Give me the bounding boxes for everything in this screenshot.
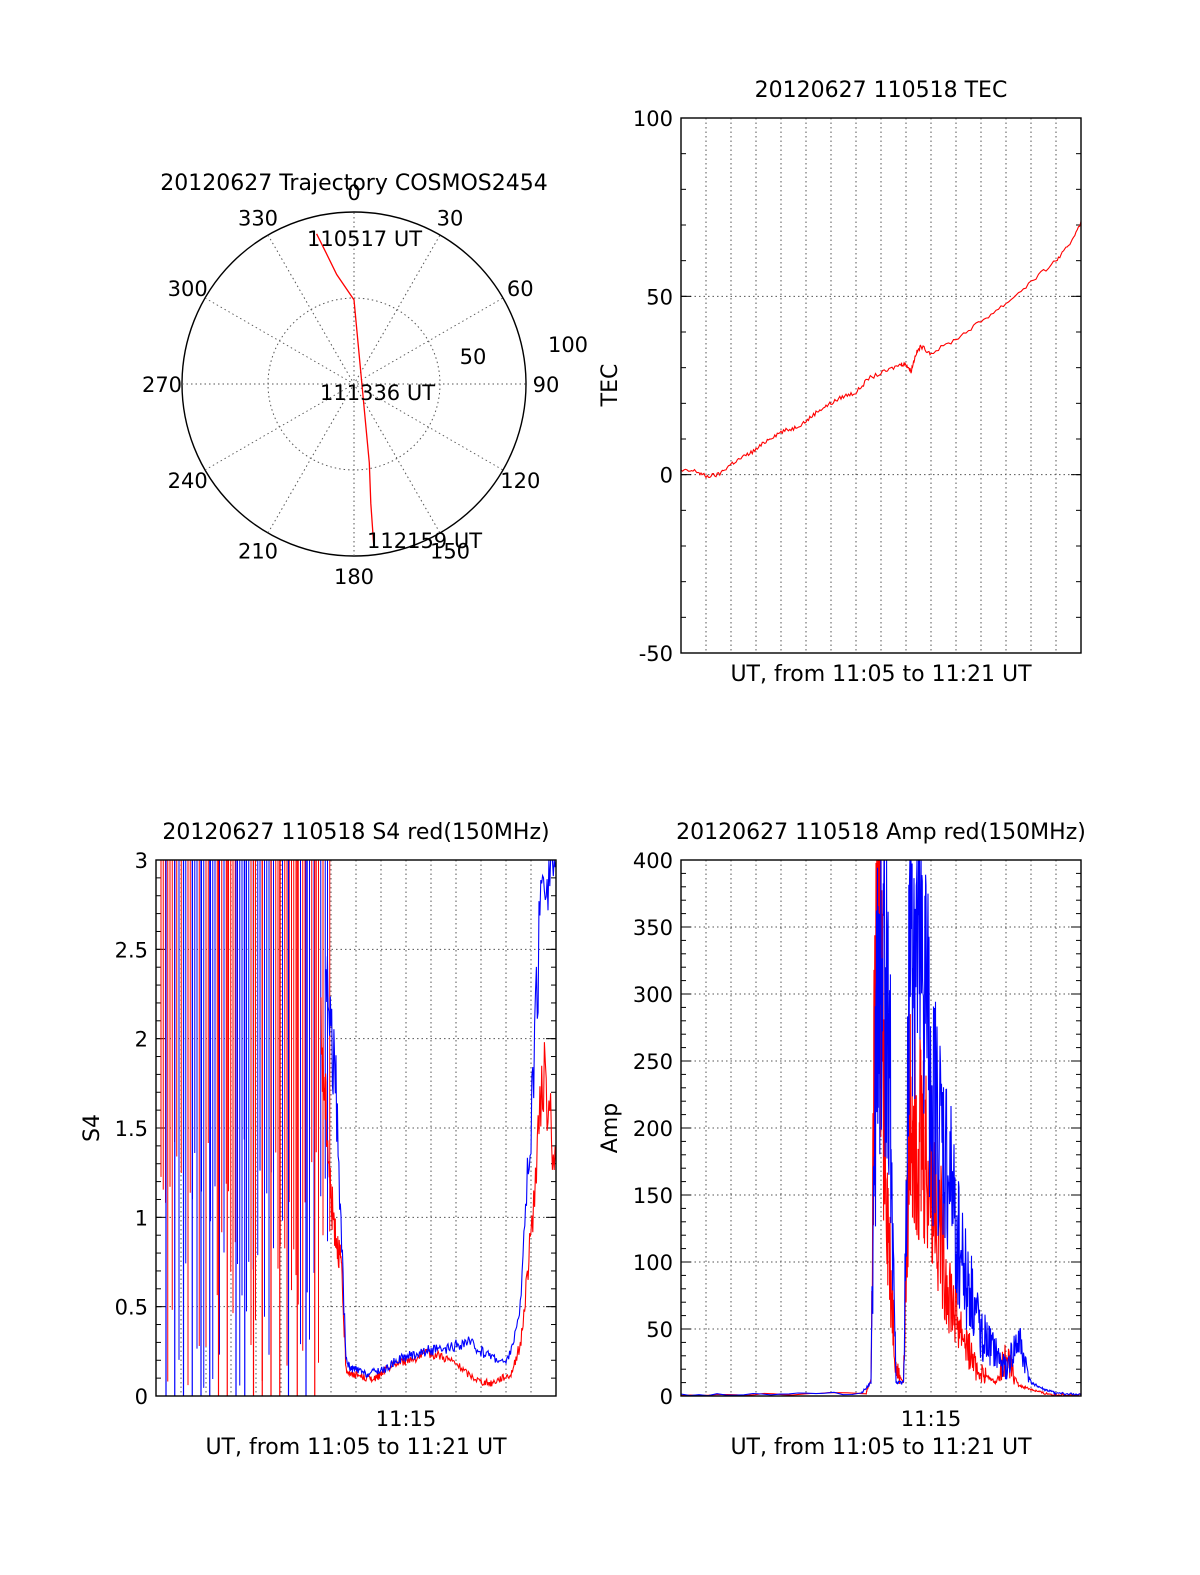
amp-y-ticks: 400 350 300 250 200 150 100 50 0 [633, 849, 1081, 1409]
amp-plot-frame [680, 859, 1082, 1397]
y-tick-label: 300 [633, 983, 673, 1007]
amp-y-label: Amp [598, 1103, 623, 1153]
blue-series-line [325, 859, 557, 1379]
red-series-line [680, 221, 1082, 479]
polar-angle-label: 270 [142, 373, 182, 397]
y-tick-label: 100 [633, 1251, 673, 1275]
polar-angle-label: 30 [437, 207, 464, 231]
s4-series [320, 859, 557, 1388]
blue-series-line [680, 859, 1082, 1397]
s4-burst-lines [160, 860, 331, 1396]
s4-x-label: UT, from 11:05 to 11:21 UT [205, 1435, 507, 1460]
polar-title: 20120627 Trajectory COSMOS2454 [160, 171, 547, 196]
polar-angle-label: 90 [533, 373, 560, 397]
polar-angle-labels: 0 30 60 90 120 150 180 210 240 270 300 330 [142, 181, 559, 589]
y-tick-label: 50 [646, 1318, 673, 1342]
y-tick-label: 1 [135, 1206, 148, 1230]
trajectory-line [316, 233, 375, 544]
polar-angle-label: 120 [500, 469, 540, 493]
tec-plot-frame [680, 117, 1082, 654]
y-tick-label: 350 [633, 916, 673, 940]
amp-title: 20120627 110518 Amp red(150MHz) [676, 820, 1086, 845]
polar-radial-label-50: 50 [460, 345, 487, 369]
amp-grid [681, 860, 1081, 1396]
s4-panel: 20120627 110518 S4 red(150MHz) 3 2.5 2 1.5 1… [80, 820, 557, 1460]
track-middle-label: 111336 UT [320, 381, 435, 405]
polar-angle-label: 300 [168, 277, 208, 301]
tec-series [680, 221, 1082, 479]
y-tick-label: 50 [646, 285, 673, 309]
track-end-label: 112159 UT [367, 529, 482, 553]
polar-angle-label: 240 [168, 469, 208, 493]
y-tick-label: 0 [660, 1385, 673, 1409]
y-tick-label: 150 [633, 1184, 673, 1208]
s4-title: 20120627 110518 S4 red(150MHz) [162, 820, 549, 845]
s4-plot-frame [155, 859, 557, 1397]
amp-series [680, 859, 1082, 1397]
polar-angle-label: 330 [238, 207, 278, 231]
amp-panel: 20120627 110518 Amp red(150MHz) 400 350 30… [598, 820, 1086, 1460]
tec-title: 20120627 110518 TEC [755, 78, 1008, 103]
s4-x-tick-1115: 11:15 [376, 1407, 437, 1431]
y-tick-label: 3 [135, 849, 148, 873]
polar-angle-label: 180 [334, 565, 374, 589]
polar-angle-label: 0 [347, 181, 360, 205]
y-tick-label: 100 [633, 107, 673, 131]
amp-x-label: UT, from 11:05 to 11:21 UT [730, 1435, 1032, 1460]
polar-trajectory-panel: 20120627 Trajectory COSMOS2454 0 30 60 90 12… [142, 171, 588, 589]
track-start-label: 110517 UT [307, 227, 422, 251]
tec-panel: 20120627 110518 TEC 100 50 0 -50 TEC UT, fr… [598, 78, 1082, 687]
polar-spokes [182, 212, 526, 556]
y-tick-label: 2 [135, 1028, 148, 1052]
polar-angle-label: 210 [238, 539, 278, 563]
y-tick-label: 250 [633, 1050, 673, 1074]
y-tick-label: 0.5 [115, 1296, 148, 1320]
y-tick-label: -50 [639, 642, 673, 666]
y-tick-label: 1.5 [115, 1117, 148, 1141]
y-tick-label: 0 [135, 1385, 148, 1409]
amp-x-tick-1115: 11:15 [901, 1407, 962, 1431]
polar-spoke [267, 234, 441, 534]
y-tick-label: 0 [660, 464, 673, 488]
tec-x-label: UT, from 11:05 to 11:21 UT [730, 662, 1032, 687]
tec-y-ticks: 100 50 0 -50 [633, 107, 1081, 666]
s4-grid [156, 860, 556, 1396]
y-tick-label: 2.5 [115, 938, 148, 962]
y-tick-label: 400 [633, 849, 673, 873]
polar-angle-label: 60 [507, 277, 534, 301]
s4-y-label: S4 [80, 1114, 105, 1142]
y-tick-label: 200 [633, 1117, 673, 1141]
polar-angle-label: 150 [430, 539, 470, 563]
polar-radial-label-100: 100 [548, 333, 588, 357]
tec-y-label: TEC [598, 364, 623, 408]
tec-grid [681, 118, 1081, 653]
